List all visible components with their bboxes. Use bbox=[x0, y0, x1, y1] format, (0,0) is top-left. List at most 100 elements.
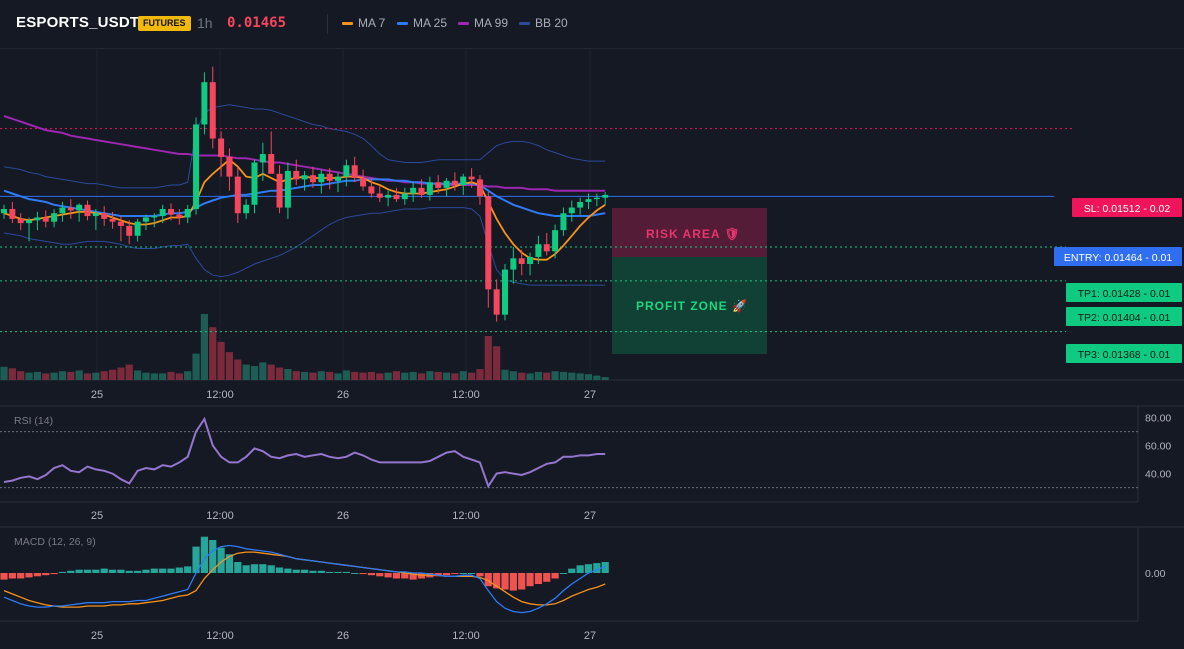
macd-hist-bar bbox=[134, 570, 142, 573]
macd-hist-bar bbox=[476, 573, 484, 577]
rsi-tick-label: 40.00 bbox=[1145, 469, 1171, 481]
rsi-x-axis-labels: 25 12:00 26 12:00 27 bbox=[91, 510, 596, 522]
macd-hist-bar bbox=[42, 573, 50, 576]
legend-ma99[interactable]: MA 99 bbox=[458, 16, 508, 30]
macd-line bbox=[3, 544, 606, 614]
macd-title: MACD (12, 26, 9) bbox=[14, 536, 96, 548]
macd-hist-bar bbox=[184, 566, 192, 573]
macd-hist-bar bbox=[392, 573, 401, 579]
volume-bar bbox=[200, 314, 208, 380]
volume-bar bbox=[568, 372, 576, 380]
ma7-swatch bbox=[342, 21, 353, 25]
interval-selector[interactable]: 1h bbox=[197, 15, 213, 31]
volume-bar bbox=[376, 373, 384, 380]
volume-bar bbox=[584, 374, 593, 380]
candle-body bbox=[276, 173, 283, 208]
volume-bar bbox=[342, 370, 350, 380]
volume-bar bbox=[476, 369, 484, 380]
candle-body bbox=[92, 213, 99, 217]
volume-bar bbox=[543, 372, 551, 380]
candle-body bbox=[410, 187, 417, 194]
top-bar: ESPORTS_USDT FUTURES 1h 0.01465 MA 7 MA … bbox=[0, 0, 1184, 49]
macd-hist-bar bbox=[8, 573, 16, 579]
rsi-path bbox=[3, 416, 606, 489]
volume-bar bbox=[559, 371, 568, 380]
volume-bar bbox=[434, 371, 442, 380]
candle-body bbox=[351, 165, 358, 178]
symbol-name[interactable]: ESPORTS_USDT bbox=[16, 14, 140, 31]
volume-bar bbox=[108, 369, 117, 380]
volume-bar bbox=[409, 371, 417, 380]
legend-ma7[interactable]: MA 7 bbox=[342, 16, 385, 30]
candle-body bbox=[510, 258, 517, 270]
macd-hist-bar bbox=[225, 554, 234, 573]
candle-body bbox=[101, 213, 108, 219]
candle-body bbox=[67, 207, 74, 211]
x-axis-label: 26 bbox=[337, 630, 349, 642]
volume-bar bbox=[518, 372, 526, 380]
candle-body bbox=[451, 180, 458, 186]
candle-body bbox=[84, 204, 91, 217]
candle-body bbox=[318, 173, 325, 183]
candle-body bbox=[335, 176, 341, 181]
x-axis-label: 27 bbox=[584, 630, 596, 642]
macd-hist-bar bbox=[593, 563, 601, 573]
legend-bb20[interactable]: BB 20 bbox=[519, 16, 568, 30]
x-axis-label: 26 bbox=[337, 510, 349, 522]
macd-hist-bar bbox=[501, 573, 509, 590]
volume-bar bbox=[242, 364, 250, 380]
macd-hist-bar bbox=[175, 567, 183, 573]
candle-body bbox=[34, 217, 41, 221]
candle-body bbox=[42, 217, 49, 222]
sl-tag-label: SL: 0.01512 - 0.02 bbox=[1084, 203, 1171, 215]
candle-body bbox=[476, 179, 483, 197]
candle-body bbox=[9, 209, 16, 219]
candle-body bbox=[151, 216, 158, 218]
volume-bar bbox=[142, 372, 150, 380]
volume-bar bbox=[442, 372, 451, 380]
volume-bar bbox=[501, 369, 509, 380]
volume-bar bbox=[58, 371, 67, 380]
volume-bar bbox=[401, 372, 409, 380]
macd-lines bbox=[3, 544, 606, 614]
candle-body bbox=[1, 209, 7, 214]
trading-chart[interactable]: RISK AREA 🛡 PROFIT ZONE 🚀 SL: 0.01512 - … bbox=[0, 48, 1184, 649]
volume-bar bbox=[601, 377, 609, 380]
volume-bar bbox=[359, 372, 367, 380]
x-axis-label: 25 bbox=[91, 510, 103, 522]
volume-bar bbox=[217, 341, 225, 380]
candle-body bbox=[126, 225, 133, 236]
volume-bar bbox=[50, 372, 58, 380]
rsi-guide-lines bbox=[0, 431, 1138, 489]
macd-hist-bar bbox=[83, 569, 92, 573]
volume-bar bbox=[225, 352, 234, 380]
macd-hist-bar bbox=[301, 569, 309, 573]
volume-bar bbox=[42, 373, 50, 380]
macd-hist-bar bbox=[409, 573, 417, 580]
candle-body bbox=[184, 209, 191, 218]
volume-bar bbox=[417, 373, 426, 380]
volume-bar bbox=[367, 371, 375, 380]
macd-hist-bar bbox=[33, 573, 41, 577]
macd-hist-bar bbox=[92, 569, 100, 573]
volume-bar bbox=[75, 370, 83, 380]
candle-body bbox=[259, 154, 266, 163]
x-axis-label: 27 bbox=[584, 389, 596, 401]
candle-body bbox=[493, 289, 500, 315]
risk-area-label: RISK AREA 🛡 bbox=[646, 227, 741, 241]
x-axis-label: 25 bbox=[91, 389, 103, 401]
macd-hist-bar bbox=[468, 573, 476, 574]
macd-hist-bar bbox=[267, 565, 275, 573]
macd-hist-bar bbox=[209, 540, 217, 573]
candle-body bbox=[426, 182, 433, 195]
tp1-tag bbox=[1066, 283, 1182, 302]
candle-body bbox=[76, 204, 83, 211]
macd-hist-bar bbox=[50, 573, 58, 575]
legend-bb20-label: BB 20 bbox=[535, 16, 568, 30]
legend-ma99-label: MA 99 bbox=[474, 16, 509, 30]
candle-body bbox=[552, 230, 559, 252]
bb-upper-line bbox=[3, 104, 606, 189]
volume-bar bbox=[92, 372, 100, 380]
legend-ma25[interactable]: MA 25 bbox=[397, 16, 447, 30]
candle-body bbox=[309, 175, 316, 183]
